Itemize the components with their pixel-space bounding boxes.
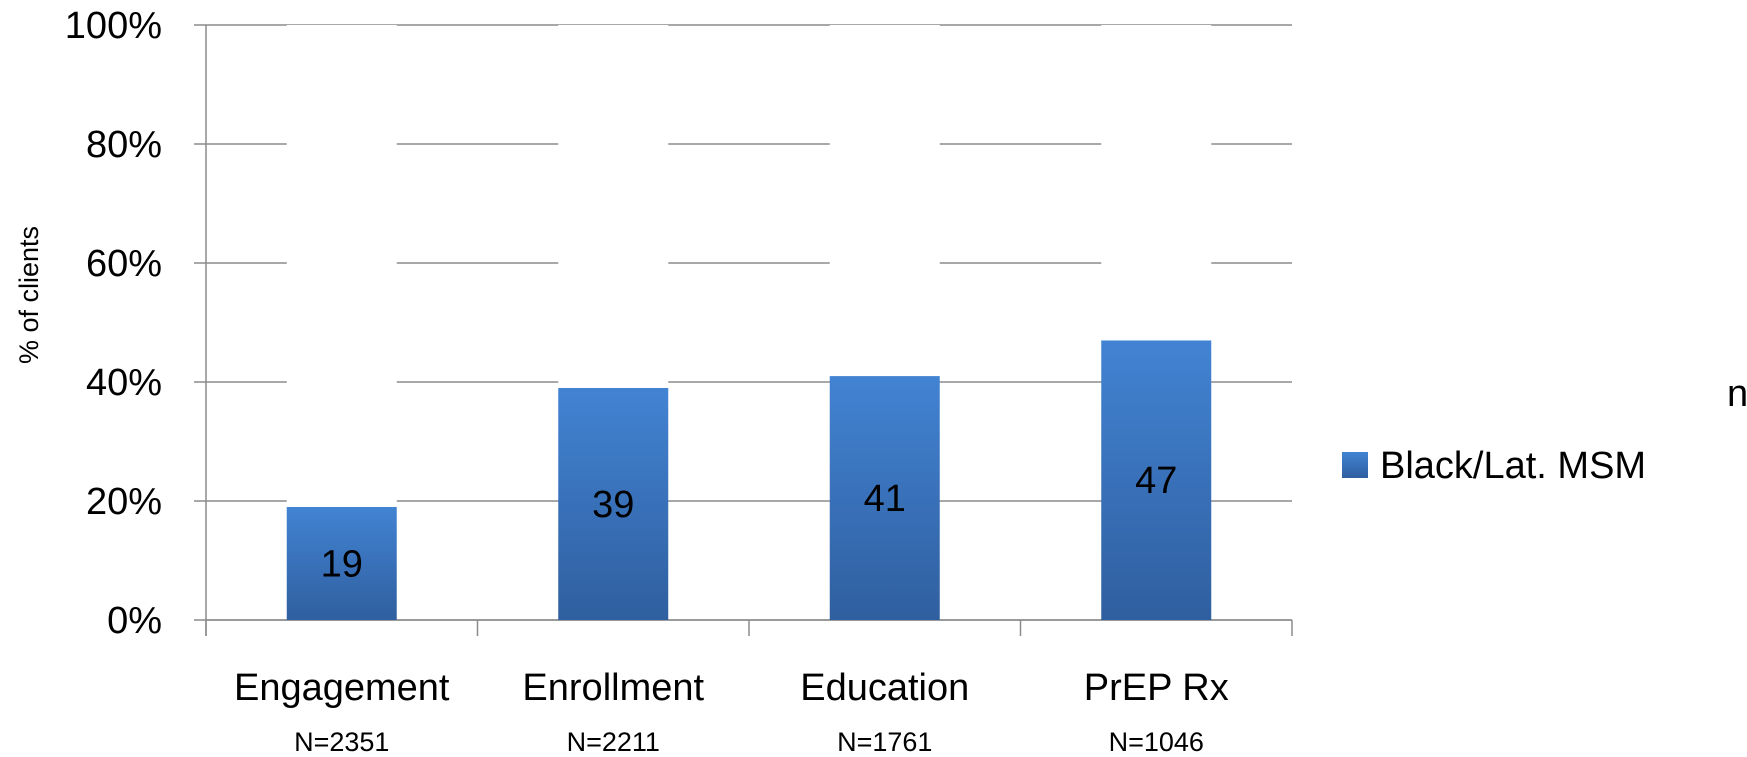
- stray-text: n: [1727, 373, 1747, 415]
- x-sample-size-label: N=1761: [837, 727, 932, 757]
- bar-segment-remainder: [829, 25, 940, 377]
- bar-segment-black-lat-msm: [286, 506, 397, 620]
- x-category-label: Education: [800, 667, 969, 709]
- x-category-label: PrEP Rx: [1084, 667, 1229, 709]
- bar-segment-black-lat-msm: [829, 376, 940, 620]
- y-axis-label: % of clients: [14, 226, 44, 364]
- bar-segment-black-lat-msm: [558, 387, 669, 620]
- bar-segment-remainder: [286, 25, 397, 507]
- y-tick-label: 0%: [107, 600, 162, 642]
- y-tick-label: 100%: [65, 5, 162, 47]
- data-label: 47: [1135, 460, 1177, 502]
- labels: 0% 20% 40% 60% 80% 100% 19 Engagement N=2351 39 En…: [65, 5, 1229, 757]
- x-sample-size-label: N=2211: [567, 727, 660, 757]
- y-tick-label: 60%: [86, 243, 162, 285]
- x-category-label: Engagement: [234, 667, 450, 709]
- bar-segment-remainder: [558, 25, 669, 388]
- legend: Black/Lat. MSM: [1342, 445, 1646, 487]
- legend-label: Black/Lat. MSM: [1380, 445, 1646, 487]
- x-sample-size-label: N=2351: [294, 727, 389, 757]
- x-sample-size-label: N=1046: [1109, 727, 1204, 757]
- data-label: 19: [321, 543, 363, 585]
- bars: [286, 25, 1212, 620]
- y-tick-label: 80%: [86, 124, 162, 166]
- data-label: 41: [864, 478, 906, 520]
- data-label: 39: [592, 484, 634, 526]
- y-tick-label: 40%: [86, 362, 162, 404]
- bar-segment-black-lat-msm: [1101, 340, 1212, 620]
- y-tick-label: 20%: [86, 481, 162, 523]
- bar-segment-remainder: [1101, 25, 1212, 341]
- x-category-label: Enrollment: [522, 667, 704, 709]
- legend-swatch: [1342, 452, 1368, 478]
